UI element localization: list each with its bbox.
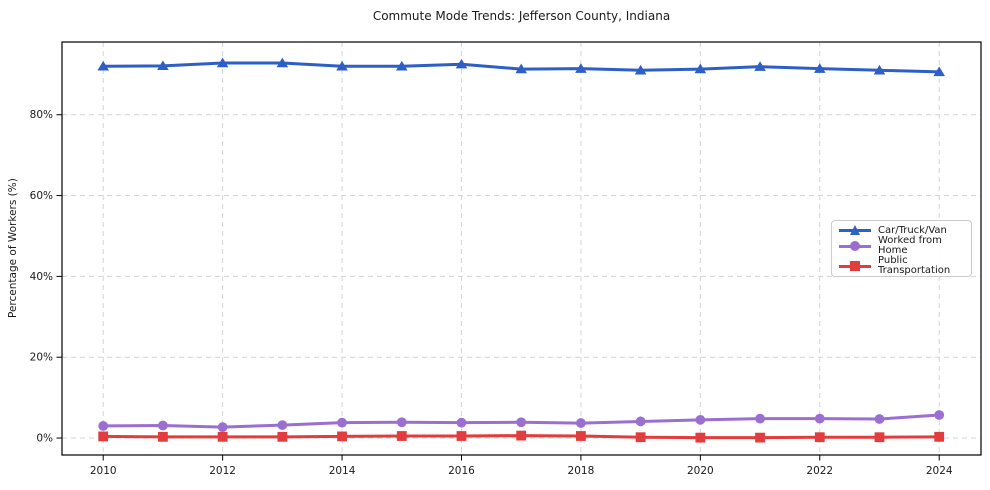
square-marker-icon (839, 261, 871, 272)
marker-circle (814, 413, 825, 424)
axis-ticks (56, 114, 940, 461)
legend-item-worked-from-home: Worked from Home (839, 236, 964, 256)
series-public-transportation (98, 430, 945, 443)
y-tick-label: 0% (36, 433, 53, 445)
legend-item-label: Worked from Home (878, 235, 942, 256)
marker-circle (456, 417, 467, 428)
marker-circle (934, 410, 945, 420)
marker-circle (755, 413, 765, 424)
marker-square (576, 431, 586, 441)
marker-square (874, 432, 885, 443)
marker-triangle (933, 66, 946, 77)
marker-triangle (336, 60, 348, 71)
axes-frame (61, 41, 982, 456)
triangle-marker-icon (839, 225, 871, 236)
marker-square (277, 431, 288, 442)
y-tick-label: 80% (30, 109, 53, 121)
marker-square (755, 432, 765, 443)
y-axis-label: Percentage of Workers (%) (7, 178, 19, 319)
series-worked-from-home (98, 410, 945, 433)
x-tick-label: 2018 (568, 465, 595, 477)
x-tick-label: 2012 (209, 465, 236, 477)
marker-triangle (754, 61, 766, 71)
marker-square (396, 431, 407, 441)
marker-circle (396, 417, 407, 428)
marker-square (337, 431, 347, 442)
y-tick-label: 40% (30, 271, 53, 283)
axis-tick-labels: 0% 20% 40% 60% 80% 2010 2012 2014 2016 2018 2020 20… (30, 109, 953, 477)
marker-circle (695, 414, 706, 425)
legend-item-public-transportation: Public Transportation (839, 256, 964, 276)
y-tick-label: 20% (30, 352, 53, 364)
marker-triangle (97, 60, 110, 71)
marker-circle (337, 417, 347, 428)
marker-square (814, 432, 825, 443)
marker-square (98, 431, 109, 442)
x-tick-label: 2020 (687, 465, 714, 477)
marker-square (456, 431, 467, 441)
marker-triangle (813, 63, 826, 73)
marker-triangle (634, 64, 647, 75)
marker-circle (217, 422, 228, 433)
legend-item-label: Car/Truck/Van (878, 224, 947, 236)
series-car-truck-van (97, 57, 946, 77)
circle-marker-icon (839, 241, 871, 252)
legend: Car/Truck/Van Worked from Home Public Tran… (831, 220, 972, 277)
marker-square (635, 432, 646, 443)
marker-square (695, 432, 706, 443)
marker-square (158, 431, 168, 442)
marker-circle (277, 420, 288, 430)
marker-triangle (575, 63, 587, 73)
legend-item-label: Public Transportation (878, 255, 951, 276)
marker-triangle (216, 57, 229, 68)
x-tick-label: 2022 (806, 465, 833, 477)
x-tick-label: 2014 (329, 465, 356, 477)
marker-circle (158, 420, 168, 431)
marker-square (516, 430, 527, 441)
marker-square (934, 431, 945, 442)
marker-triangle (395, 60, 408, 71)
marker-circle (635, 416, 646, 427)
gridlines (62, 42, 981, 455)
marker-triangle (515, 63, 528, 74)
y-tick-label: 60% (30, 190, 53, 202)
marker-square (217, 431, 228, 442)
x-tick-label: 2016 (448, 465, 475, 477)
marker-circle (874, 414, 885, 424)
marker-triangle (157, 60, 169, 71)
marker-circle (576, 418, 586, 428)
marker-triangle (276, 57, 289, 68)
x-tick-label: 2010 (90, 465, 117, 477)
marker-triangle (873, 64, 886, 75)
chart-title: Commute Mode Trends: Jefferson County, I… (372, 9, 671, 23)
legend-item-car-truck-van: Car/Truck/Van (839, 225, 964, 236)
marker-circle (516, 417, 527, 428)
marker-triangle (694, 63, 707, 74)
x-tick-label: 2024 (926, 465, 953, 477)
marker-triangle (455, 58, 468, 69)
marker-circle (98, 421, 109, 431)
